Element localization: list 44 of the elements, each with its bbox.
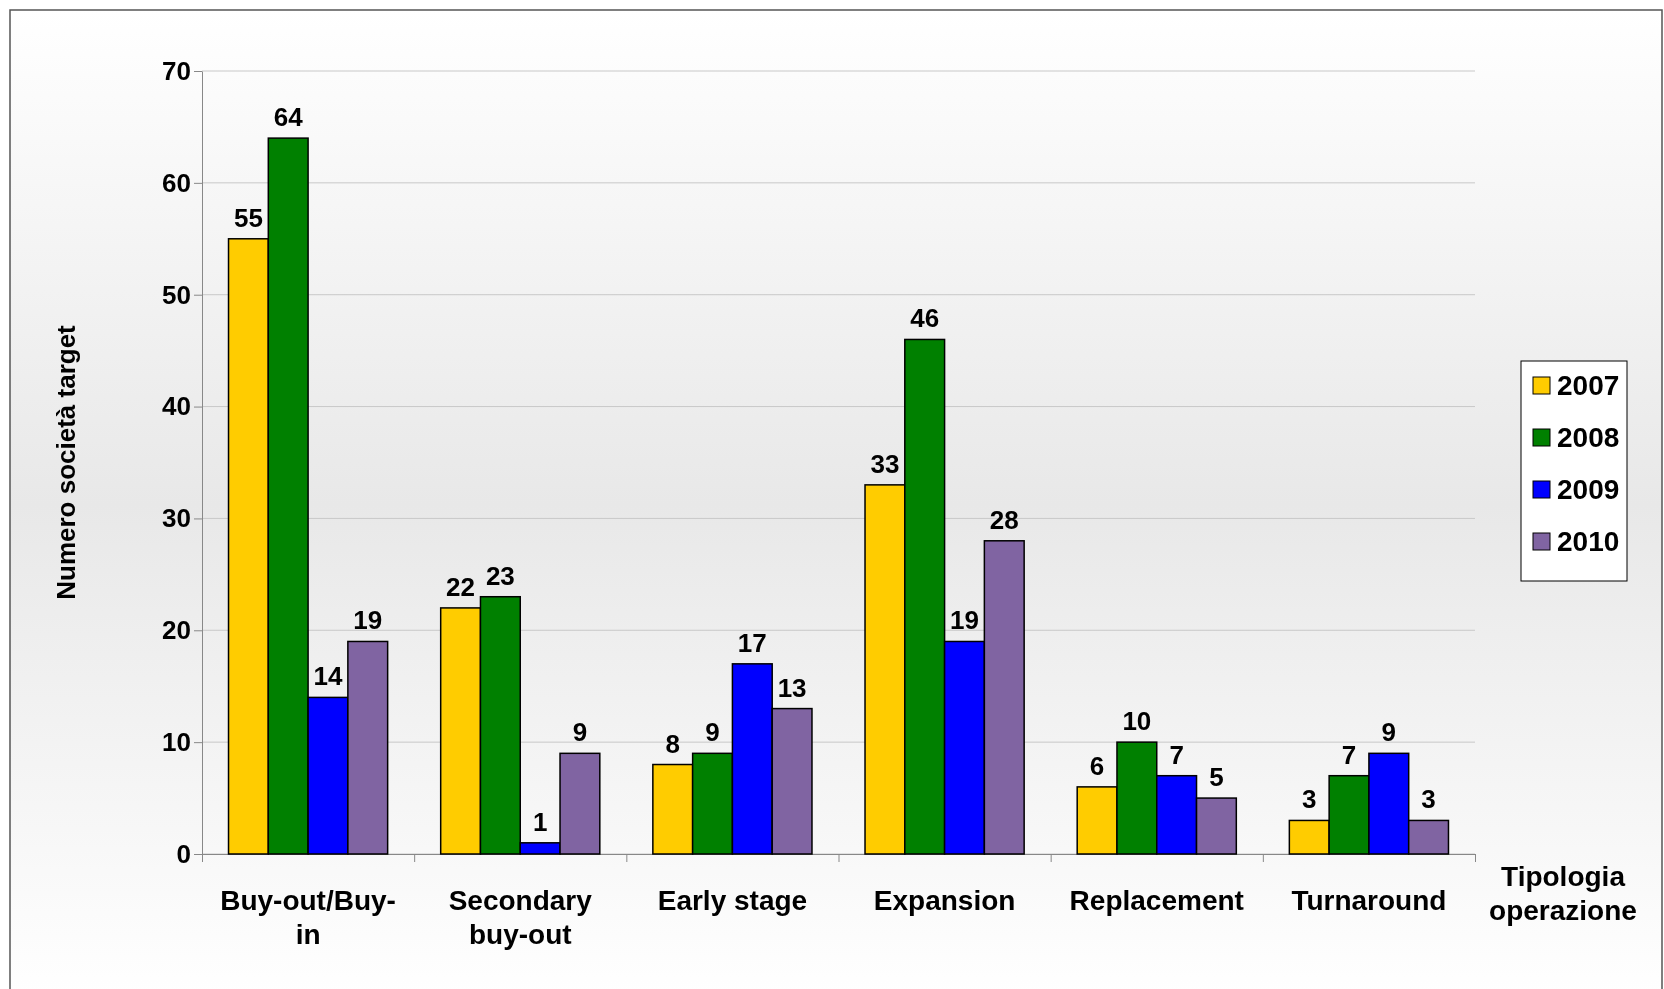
legend-label: 2010 bbox=[1557, 526, 1620, 557]
y-tick-label: 60 bbox=[162, 167, 191, 198]
data-label: 10 bbox=[1122, 706, 1152, 737]
data-label: 13 bbox=[777, 672, 807, 703]
data-label: 1 bbox=[532, 806, 548, 837]
y-tick-label: 20 bbox=[162, 615, 191, 646]
data-label: 6 bbox=[1089, 750, 1105, 781]
x-axis-title: Tipologia operazione bbox=[1489, 861, 1637, 926]
y-tick-label: 30 bbox=[162, 503, 191, 534]
data-label: 23 bbox=[485, 560, 515, 591]
data-label: 19 bbox=[353, 605, 383, 636]
x-tick-label: Replacement bbox=[1069, 885, 1244, 916]
x-tick-label: Buy-out/Buy-in bbox=[220, 885, 396, 950]
data-label: 9 bbox=[705, 717, 720, 748]
data-label: 19 bbox=[950, 605, 979, 636]
legend-label: 2007 bbox=[1557, 370, 1620, 401]
data-label: 28 bbox=[989, 504, 1019, 535]
data-label: 14 bbox=[313, 661, 343, 692]
x-tick-label: Expansion bbox=[873, 885, 1016, 916]
data-label: 46 bbox=[910, 303, 940, 334]
data-label: 5 bbox=[1209, 762, 1224, 793]
data-label: 17 bbox=[737, 627, 767, 658]
data-label: 9 bbox=[572, 717, 588, 748]
data-label: 55 bbox=[233, 202, 263, 233]
data-label: 64 bbox=[273, 102, 304, 133]
y-tick-label: 0 bbox=[176, 838, 191, 869]
x-tick-label: Secondary buy-out bbox=[448, 885, 593, 950]
data-label: 3 bbox=[1302, 784, 1317, 815]
data-label: 22 bbox=[446, 571, 476, 602]
data-label: 33 bbox=[870, 448, 900, 479]
y-tick-label: 10 bbox=[162, 726, 191, 757]
y-axis-title: Numero società target bbox=[51, 324, 81, 600]
data-label: 7 bbox=[1169, 739, 1184, 770]
data-label: 8 bbox=[665, 728, 680, 759]
data-label: 7 bbox=[1341, 739, 1357, 770]
y-tick-label: 50 bbox=[162, 279, 191, 310]
x-tick-label: Early stage bbox=[657, 885, 808, 916]
legend-label: 2008 bbox=[1557, 422, 1620, 453]
x-tick-label: Turnaround bbox=[1291, 885, 1447, 916]
legend-label: 2009 bbox=[1557, 474, 1620, 505]
data-label: 3 bbox=[1421, 784, 1436, 815]
y-tick-label: 40 bbox=[162, 391, 191, 422]
y-tick-label: 70 bbox=[162, 55, 191, 86]
data-label: 9 bbox=[1381, 717, 1397, 748]
